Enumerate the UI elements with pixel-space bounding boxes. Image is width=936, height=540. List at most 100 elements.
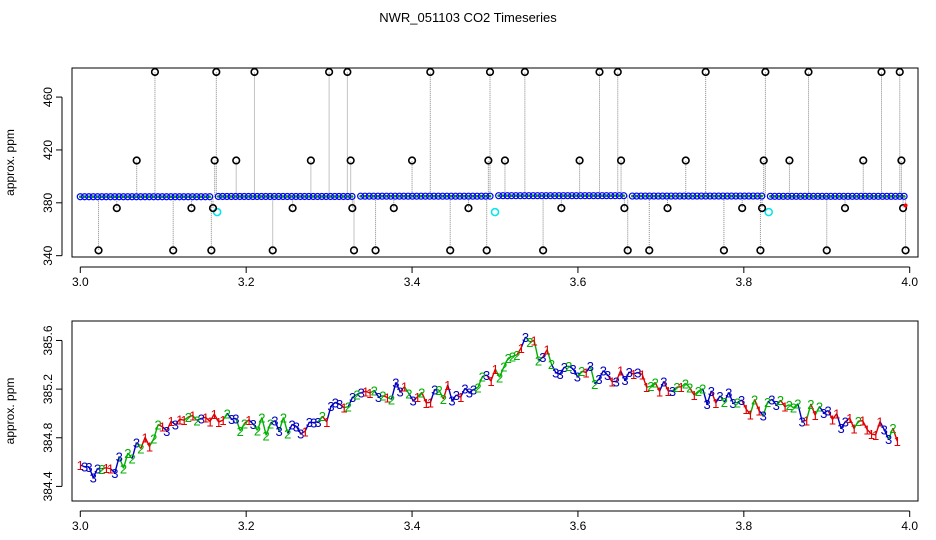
baseline-point <box>318 192 326 201</box>
flagged-point <box>212 207 222 217</box>
trace-segment <box>524 336 531 343</box>
baseline-point-core <box>372 194 375 198</box>
baseline-point-core <box>346 195 349 198</box>
series-marker-1: 1 <box>863 422 870 437</box>
outlier-point <box>485 67 495 77</box>
baseline-point <box>154 193 162 201</box>
baseline-point-core <box>217 195 220 198</box>
baseline-point-core <box>553 194 557 197</box>
baseline-point-core <box>229 195 233 198</box>
outlier-point <box>210 156 219 165</box>
series-marker-3: 3 <box>552 366 559 381</box>
baseline-point-core <box>518 194 522 197</box>
outlier-point <box>701 67 710 77</box>
trace-segment <box>715 395 721 404</box>
baseline-point-core <box>777 195 781 198</box>
baseline-point <box>581 192 589 200</box>
baseline-point <box>89 193 97 201</box>
baseline-point <box>85 193 93 201</box>
trace-segment <box>568 365 574 370</box>
baseline-point <box>771 192 779 200</box>
trace-segment <box>849 417 855 429</box>
baseline-point <box>865 192 874 200</box>
outlier-point <box>757 203 767 213</box>
outlier-point <box>464 203 473 213</box>
baseline-point-core <box>527 194 531 197</box>
baseline-point-core <box>730 194 733 198</box>
series-marker-1: 1 <box>245 413 252 428</box>
outlier-point <box>620 203 629 213</box>
series-marker-3: 3 <box>799 414 806 429</box>
baseline-point <box>102 193 110 201</box>
trace-segment <box>823 409 829 414</box>
series-marker-1: 1 <box>103 461 110 476</box>
baseline-point <box>339 192 347 201</box>
trace-segment <box>386 396 392 401</box>
baseline-point <box>124 193 132 201</box>
trace-segment <box>222 412 228 421</box>
baseline-point-core <box>863 195 867 198</box>
trace-segment <box>619 370 626 381</box>
trace-segment <box>438 389 445 400</box>
baseline-point <box>369 192 378 200</box>
outlier-point <box>132 156 141 165</box>
baseline-point <box>689 192 697 200</box>
baseline-point-core <box>894 195 897 198</box>
trace-segment <box>421 392 427 404</box>
baseline-point <box>240 192 248 201</box>
series-marker-1: 1 <box>180 413 187 428</box>
baseline-point <box>313 192 322 201</box>
baseline-point <box>564 192 572 200</box>
outlier-point <box>407 156 417 165</box>
trace-segment <box>442 384 449 400</box>
baseline-point-core <box>260 195 263 198</box>
baseline-point <box>296 192 304 201</box>
baseline-point <box>184 193 192 201</box>
series-marker-3: 3 <box>595 372 602 387</box>
baseline-point-core <box>889 195 893 198</box>
trace-segment <box>637 371 643 376</box>
baseline-point-core <box>342 195 345 198</box>
x-tick-label: 4.0 <box>901 519 918 533</box>
trace-segment <box>494 368 501 378</box>
outlier-point <box>306 156 315 165</box>
plot-frame <box>71 67 919 258</box>
trace-segment <box>373 390 380 398</box>
outlier-point <box>595 67 604 77</box>
series-marker-3: 3 <box>232 411 239 426</box>
baseline-point <box>486 192 494 200</box>
trace-segment <box>403 386 410 394</box>
trace-segment <box>330 401 336 407</box>
baseline-point-core <box>104 195 108 199</box>
trace-segment <box>321 415 328 423</box>
trace-segment <box>148 438 155 447</box>
flagged-point <box>490 207 500 217</box>
baseline-point <box>167 193 175 201</box>
series-marker-1: 1 <box>518 341 525 356</box>
baseline-point <box>193 193 201 201</box>
baseline-point <box>620 192 628 200</box>
baseline-point <box>753 192 762 200</box>
series-marker-3: 3 <box>556 367 563 382</box>
trace-segment <box>170 420 176 426</box>
series-marker-1: 1 <box>444 378 451 393</box>
baseline-point <box>706 192 714 200</box>
outlier-point <box>349 246 359 255</box>
x-tick-label: 3.0 <box>72 519 89 533</box>
baseline-point <box>206 193 214 201</box>
trace-segment <box>805 403 812 421</box>
trace-segment <box>818 406 825 414</box>
series-marker-1: 1 <box>422 396 429 411</box>
series-marker-3: 3 <box>94 461 101 476</box>
baseline-point-core <box>635 194 638 198</box>
baseline-point <box>188 193 197 201</box>
trace-segment <box>550 363 557 373</box>
baseline-point <box>275 192 283 201</box>
baseline-point-core <box>665 194 669 198</box>
baseline-point <box>658 192 667 200</box>
outlier-point <box>232 156 241 165</box>
baseline-point-core <box>359 194 362 198</box>
baseline-point <box>141 193 149 201</box>
y-tick-label: 460 <box>41 87 55 107</box>
series-marker-2: 2 <box>548 357 555 372</box>
